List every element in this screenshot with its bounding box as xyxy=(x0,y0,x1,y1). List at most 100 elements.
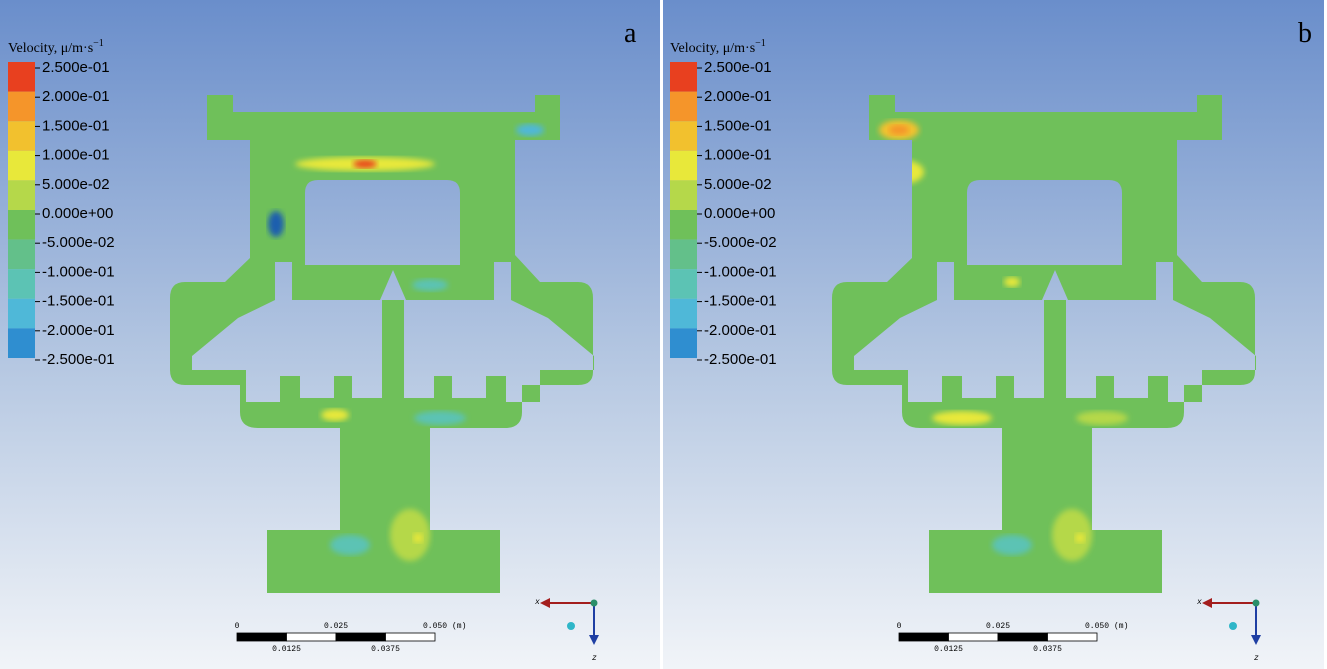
scale-segment xyxy=(1047,632,1098,642)
panel-label: b xyxy=(1298,18,1312,49)
legend-swatch xyxy=(670,298,697,329)
legend-swatch xyxy=(670,328,697,358)
contour-blob xyxy=(412,279,448,291)
contour-blob xyxy=(1004,277,1020,287)
contour-blob xyxy=(889,125,909,135)
z-axis-label: z xyxy=(1254,654,1259,663)
legend-label: 1.000e-01 xyxy=(42,147,110,164)
scale-segment xyxy=(385,632,436,642)
legend-title: Velocity, μ/m·s−1 xyxy=(670,38,766,56)
x-axis-label: x xyxy=(1196,598,1202,607)
y-axis-dot xyxy=(1229,622,1237,630)
legend-label: -1.000e-01 xyxy=(42,263,115,280)
legend-swatch xyxy=(670,62,697,92)
legend-swatch xyxy=(8,150,35,181)
legend-label: 0.000e+00 xyxy=(704,205,775,222)
contour-blob xyxy=(390,509,430,561)
scale-segment xyxy=(286,632,337,642)
legend-swatch xyxy=(8,180,35,210)
scale-segment xyxy=(898,632,949,642)
contour-blob xyxy=(992,535,1032,555)
legend-label: 0.000e+00 xyxy=(42,205,113,222)
origin-dot xyxy=(590,599,598,607)
x-axis-label: x xyxy=(534,598,540,607)
panel: a Velocity, μ/m·s−1 2.500e-01 2.000e-01 1.50… xyxy=(0,0,662,669)
scale-segment xyxy=(236,632,287,642)
legend-swatch xyxy=(8,269,35,299)
legend-swatch xyxy=(8,298,35,329)
legend-swatch xyxy=(8,91,35,122)
legend-label: 1.500e-01 xyxy=(704,117,772,134)
legend-label: 2.500e-01 xyxy=(704,59,772,76)
scale-segment xyxy=(997,632,1048,642)
legend-swatch xyxy=(8,210,35,240)
legend-swatch xyxy=(8,328,35,358)
legend-swatch xyxy=(670,239,697,270)
legend-swatch xyxy=(670,269,697,299)
legend-label: -2.500e-01 xyxy=(704,351,777,368)
panel-label: a xyxy=(624,18,637,49)
contour-blob xyxy=(932,411,992,425)
legend-swatch xyxy=(670,210,697,240)
origin-dot xyxy=(1252,599,1260,607)
legend-label: 5.000e-02 xyxy=(704,176,772,193)
x-arrowhead xyxy=(540,598,550,608)
legend-label: 2.500e-01 xyxy=(42,59,110,76)
y-axis-dot xyxy=(567,622,575,630)
legend-label: -1.500e-01 xyxy=(42,293,115,310)
panel: b Velocity, μ/m·s−1 2.500e-01 2.000e-01 1.50… xyxy=(662,0,1324,669)
legend-label: -1.500e-01 xyxy=(704,293,777,310)
legend-swatch xyxy=(670,180,697,210)
legend-label: -1.000e-01 xyxy=(704,263,777,280)
contour-blob xyxy=(413,533,423,543)
contour-blob xyxy=(1075,533,1085,543)
scale-label: 0.0375 xyxy=(371,645,400,654)
legend-label: 1.500e-01 xyxy=(42,117,110,134)
z-arrowhead xyxy=(1251,635,1261,645)
legend-swatch xyxy=(8,239,35,270)
scale-unit: (m) xyxy=(452,622,466,631)
legend-swatch xyxy=(670,91,697,122)
z-arrowhead xyxy=(589,635,599,645)
scale-label: 0.0375 xyxy=(1033,645,1062,654)
legend-title: Velocity, μ/m·s−1 xyxy=(8,38,104,56)
scale-label: 0.050 xyxy=(423,622,447,631)
scale-segment xyxy=(335,632,386,642)
legend-label: -5.000e-02 xyxy=(42,234,115,251)
legend-label: 1.000e-01 xyxy=(704,147,772,164)
contour-blob xyxy=(330,535,370,555)
scale-label: 0 xyxy=(235,622,240,631)
scale-label: 0.050 xyxy=(1085,622,1109,631)
scale-unit: (m) xyxy=(1114,622,1128,631)
scale-label: 0.0125 xyxy=(272,645,301,654)
contour-blob xyxy=(321,409,349,421)
scale-label: 0.025 xyxy=(324,622,348,631)
legend-label: 2.000e-01 xyxy=(704,88,772,105)
legend-label: -2.000e-01 xyxy=(704,322,777,339)
contour-blob xyxy=(516,124,544,136)
contour-blob xyxy=(1076,411,1128,425)
legend-swatch xyxy=(670,150,697,181)
legend-title-text: Velocity, μ/m·s xyxy=(8,41,93,56)
scale-label: 0.0125 xyxy=(934,645,963,654)
legend-title-sup: −1 xyxy=(93,38,104,49)
legend-label: -5.000e-02 xyxy=(704,234,777,251)
scale-label: 0.025 xyxy=(986,622,1010,631)
legend-swatch xyxy=(670,121,697,151)
contour-blob xyxy=(268,211,284,237)
scale-label: 0 xyxy=(897,622,902,631)
legend-label: -2.500e-01 xyxy=(42,351,115,368)
scale-segment xyxy=(948,632,999,642)
contour-blob xyxy=(1052,509,1092,561)
legend-swatch xyxy=(8,121,35,151)
x-arrowhead xyxy=(1202,598,1212,608)
contour-blob xyxy=(353,160,377,168)
panel-divider xyxy=(660,0,663,669)
legend-label: 5.000e-02 xyxy=(42,176,110,193)
legend-title-text: Velocity, μ/m·s xyxy=(670,41,755,56)
contour-blob xyxy=(414,411,466,425)
legend-title-sup: −1 xyxy=(755,38,766,49)
legend-label: -2.000e-01 xyxy=(42,322,115,339)
z-axis-label: z xyxy=(592,654,597,663)
